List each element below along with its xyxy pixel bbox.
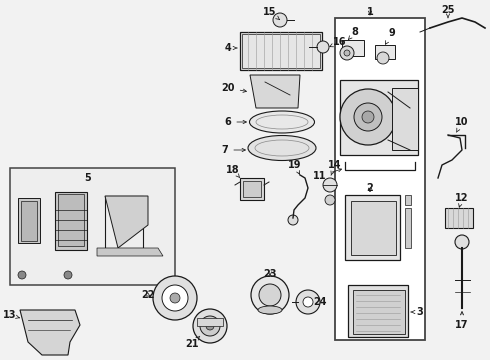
- Circle shape: [162, 285, 188, 311]
- Circle shape: [362, 111, 374, 123]
- Circle shape: [259, 284, 281, 306]
- Bar: [405, 208, 411, 248]
- Text: 21: 21: [185, 336, 200, 349]
- Circle shape: [200, 316, 220, 336]
- Bar: [375, 45, 395, 59]
- Circle shape: [288, 215, 298, 225]
- Text: 15: 15: [263, 7, 280, 20]
- Bar: [345, 195, 400, 260]
- Circle shape: [340, 89, 396, 145]
- Bar: [445, 208, 473, 228]
- Circle shape: [64, 271, 72, 279]
- Circle shape: [325, 195, 335, 205]
- Polygon shape: [97, 248, 163, 256]
- Circle shape: [273, 13, 287, 27]
- Text: 24: 24: [313, 297, 327, 307]
- Bar: [197, 318, 223, 326]
- Bar: [335, 18, 425, 340]
- Text: 13: 13: [3, 310, 20, 320]
- Circle shape: [317, 41, 329, 53]
- Bar: [342, 40, 364, 56]
- Bar: [105, 196, 143, 248]
- Bar: [405, 195, 411, 205]
- Polygon shape: [250, 75, 300, 108]
- Bar: [21, 201, 37, 241]
- Text: 4: 4: [224, 43, 237, 53]
- Text: 2: 2: [367, 183, 373, 193]
- Circle shape: [377, 52, 389, 64]
- Circle shape: [251, 276, 289, 314]
- Ellipse shape: [258, 306, 282, 314]
- Text: 10: 10: [455, 117, 469, 132]
- Circle shape: [170, 293, 180, 303]
- Text: 14: 14: [328, 160, 342, 175]
- Bar: [353, 290, 405, 334]
- Bar: [10, 168, 175, 285]
- Text: 19: 19: [288, 160, 302, 174]
- Text: 7: 7: [221, 145, 245, 155]
- Circle shape: [344, 50, 350, 56]
- Bar: [340, 80, 418, 155]
- Ellipse shape: [248, 135, 316, 161]
- Text: 20: 20: [221, 83, 246, 93]
- Text: 17: 17: [455, 312, 469, 330]
- Ellipse shape: [249, 111, 315, 133]
- Bar: [243, 181, 261, 197]
- Text: 25: 25: [441, 5, 455, 18]
- Text: 1: 1: [367, 7, 373, 17]
- Text: 22: 22: [141, 290, 155, 300]
- Circle shape: [153, 276, 197, 320]
- Circle shape: [455, 235, 469, 249]
- Circle shape: [296, 290, 320, 314]
- Circle shape: [193, 309, 227, 343]
- Text: 12: 12: [455, 193, 469, 207]
- Circle shape: [340, 46, 354, 60]
- Bar: [240, 32, 322, 70]
- Text: 18: 18: [226, 165, 240, 178]
- Circle shape: [323, 178, 337, 192]
- Bar: [18, 198, 40, 243]
- Text: 8: 8: [348, 27, 359, 39]
- Text: 6: 6: [224, 117, 246, 127]
- Text: 16: 16: [330, 37, 347, 47]
- Bar: [392, 88, 418, 150]
- Circle shape: [206, 322, 214, 330]
- Bar: [242, 34, 320, 68]
- Circle shape: [303, 297, 313, 307]
- Bar: [240, 178, 264, 200]
- Bar: [348, 285, 408, 337]
- Text: 23: 23: [263, 269, 277, 279]
- Polygon shape: [105, 196, 148, 248]
- Circle shape: [18, 271, 26, 279]
- Text: 11: 11: [313, 168, 342, 181]
- Bar: [58, 194, 84, 246]
- Polygon shape: [20, 310, 80, 355]
- Bar: [55, 192, 87, 250]
- Text: 5: 5: [85, 173, 91, 183]
- Bar: [351, 201, 396, 255]
- Text: 3: 3: [411, 307, 423, 317]
- Text: 9: 9: [386, 28, 395, 44]
- Circle shape: [354, 103, 382, 131]
